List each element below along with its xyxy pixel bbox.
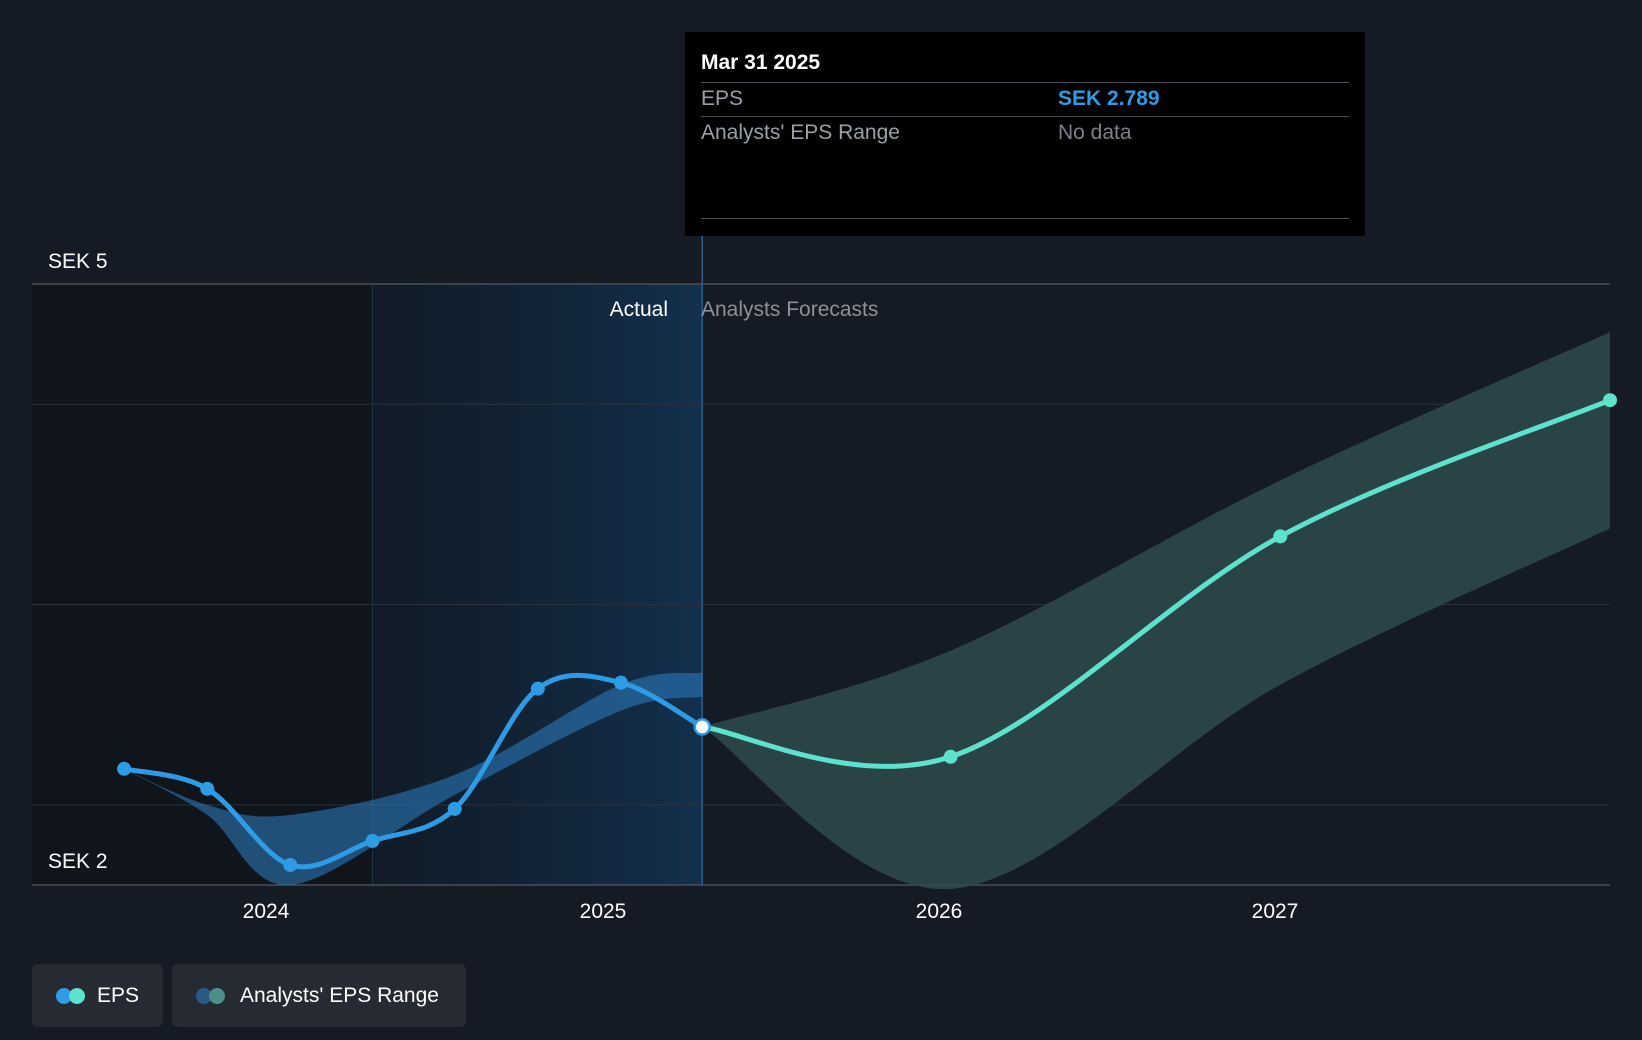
legend-label-eps: EPS	[96, 983, 139, 1007]
y-axis-label-top: SEK 5	[48, 250, 108, 273]
eps-actual-point-6	[613, 675, 628, 690]
eps-actual-point-3	[365, 833, 380, 848]
x-tick-label-2025: 2025	[580, 900, 627, 923]
tooltip-date: Mar 31 2025	[701, 51, 821, 74]
eps-actual-line	[121, 672, 705, 870]
eps-actual-point-0	[117, 761, 132, 776]
tooltip-range-label: Analysts' EPS Range	[701, 121, 900, 144]
eps-actual-point-4	[447, 801, 462, 816]
x-tick-label-2027: 2027	[1252, 900, 1299, 923]
tooltip-row-eps: EPS SEK 2.789	[701, 82, 1349, 116]
forecast-section-label: Analysts Forecasts	[701, 298, 878, 321]
legend-item-eps[interactable]: EPS	[32, 964, 163, 1027]
tooltip-eps-value: SEK 2.789	[1058, 87, 1160, 110]
x-tick-label-2026: 2026	[916, 900, 963, 923]
range-legend-icon	[196, 987, 226, 1004]
y-axis-label-bottom: SEK 2	[48, 850, 108, 873]
actual-eps-range-band	[124, 672, 703, 886]
eps-forecast-line	[699, 397, 1613, 769]
x-tick-label-2024: 2024	[243, 900, 290, 923]
tooltip-divider	[701, 218, 1349, 219]
hover-point-marker	[693, 718, 711, 736]
legend: EPS Analysts' EPS Range	[32, 964, 466, 1027]
tooltip-row-range: Analysts' EPS Range No data	[701, 116, 1349, 150]
tooltip-range-value: No data	[1058, 121, 1132, 144]
eps-forecast-point-3	[1603, 393, 1617, 408]
legend-item-eps-range[interactable]: Analysts' EPS Range	[172, 964, 466, 1027]
actual-section-label: Actual	[610, 298, 668, 321]
eps-actual-point-2	[283, 857, 298, 872]
eps-actual-point-1	[200, 781, 215, 796]
eps-forecast-point-2	[1273, 529, 1288, 544]
tooltip: Mar 31 2025 EPS SEK 2.789 Analysts' EPS …	[685, 32, 1365, 236]
eps-legend-icon	[56, 987, 85, 1004]
eps-forecast-point-1	[943, 749, 958, 764]
legend-label-eps-range: Analysts' EPS Range	[240, 983, 439, 1007]
eps-actual-point-5	[530, 681, 545, 696]
forecast-eps-range-band	[702, 332, 1610, 890]
tooltip-eps-label: EPS	[701, 87, 744, 110]
